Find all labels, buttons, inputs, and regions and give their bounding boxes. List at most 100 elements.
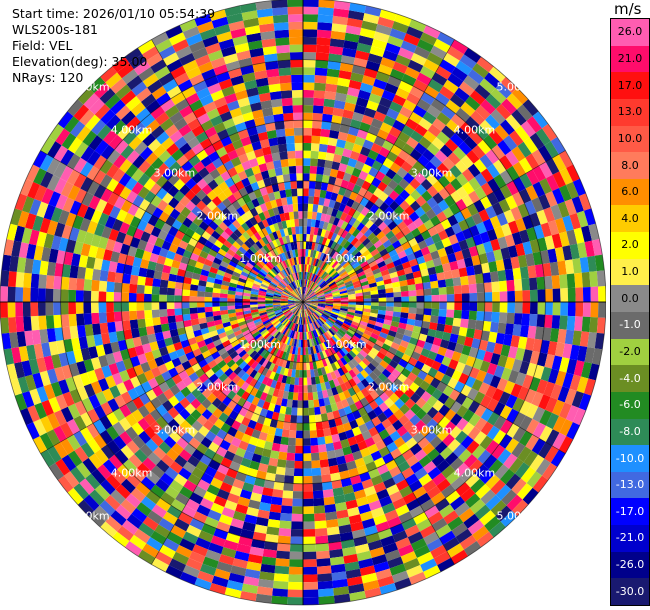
velocity-cell xyxy=(196,149,209,162)
velocity-cell xyxy=(327,231,334,240)
velocity-cell xyxy=(213,283,222,289)
velocity-cell xyxy=(412,105,427,118)
velocity-cell xyxy=(164,466,179,480)
velocity-cell xyxy=(155,404,168,417)
velocity-cell xyxy=(125,338,135,350)
velocity-cell xyxy=(334,252,342,261)
velocity-cell xyxy=(334,146,345,156)
velocity-cell xyxy=(257,305,266,310)
velocity-cell xyxy=(207,509,222,522)
velocity-cell xyxy=(468,310,477,321)
velocity-cell xyxy=(340,539,355,549)
velocity-cell xyxy=(244,119,256,130)
velocity-cell xyxy=(298,324,301,333)
velocity-cell xyxy=(244,568,261,579)
velocity-cell xyxy=(173,117,188,131)
velocity-cell xyxy=(237,260,246,268)
velocity-cell xyxy=(169,384,181,396)
velocity-cell xyxy=(346,412,356,423)
velocity-cell xyxy=(155,38,173,53)
velocity-cell xyxy=(295,299,303,302)
velocity-cell xyxy=(305,271,308,280)
velocity-cell xyxy=(310,265,315,274)
velocity-cell xyxy=(354,289,363,294)
velocity-cell xyxy=(124,47,143,63)
velocity-cell xyxy=(207,49,224,62)
velocity-cell xyxy=(399,106,413,119)
velocity-cell xyxy=(386,334,395,343)
velocity-cell xyxy=(240,381,250,391)
velocity-cell xyxy=(273,22,289,31)
velocity-cell xyxy=(242,72,256,83)
velocity-cell xyxy=(409,86,425,99)
velocity-cell xyxy=(389,430,401,442)
velocity-cell xyxy=(329,38,345,48)
velocity-cell xyxy=(250,412,260,423)
velocity-cell xyxy=(456,335,467,346)
velocity-cell xyxy=(414,467,428,480)
velocity-cell xyxy=(348,340,356,348)
velocity-cell xyxy=(287,329,293,338)
velocity-cell xyxy=(65,212,77,228)
velocity-cell xyxy=(280,505,293,514)
velocity-cell xyxy=(100,521,118,538)
velocity-cell xyxy=(257,509,270,519)
velocity-cell xyxy=(151,557,169,572)
velocity-cell xyxy=(239,339,248,347)
velocity-cell xyxy=(281,294,289,299)
colorbar-tick-label: 17.0 xyxy=(617,78,643,92)
velocity-cell xyxy=(414,276,423,285)
velocity-cell xyxy=(208,459,221,471)
velocity-cell xyxy=(290,353,295,362)
velocity-cell xyxy=(522,99,539,117)
velocity-cell xyxy=(253,148,264,158)
velocity-cell xyxy=(11,347,22,364)
ring-label: 2.00km xyxy=(368,381,410,394)
velocity-cell xyxy=(85,114,101,131)
velocity-cell xyxy=(391,570,409,583)
velocity-cell xyxy=(385,292,394,298)
velocity-cell xyxy=(207,271,217,279)
velocity-cell xyxy=(325,321,333,328)
velocity-cell xyxy=(235,308,244,313)
velocity-cell xyxy=(471,144,486,159)
velocity-cell xyxy=(257,297,266,301)
velocity-cell xyxy=(370,264,380,272)
velocity-cell xyxy=(318,143,328,153)
velocity-cell xyxy=(271,442,281,452)
velocity-cell xyxy=(250,340,258,348)
colorbar-tick-label: 4.0 xyxy=(621,211,639,225)
velocity-cell xyxy=(184,270,194,279)
velocity-cell xyxy=(300,248,303,257)
velocity-cell xyxy=(108,454,123,470)
velocity-cell xyxy=(539,425,553,443)
velocity-cell xyxy=(280,296,289,299)
velocity-cell xyxy=(247,259,256,267)
velocity-cell xyxy=(261,376,270,386)
velocity-cell xyxy=(122,459,137,474)
velocity-cell xyxy=(314,353,319,362)
velocity-cell xyxy=(465,236,476,249)
velocity-cell xyxy=(123,379,135,392)
velocity-cell xyxy=(326,526,340,536)
velocity-cell xyxy=(272,489,284,498)
velocity-cell xyxy=(257,347,265,355)
velocity-cell xyxy=(362,454,374,465)
velocity-cell xyxy=(373,272,383,279)
velocity-cell xyxy=(86,165,100,181)
velocity-cell xyxy=(527,325,537,339)
velocity-cell xyxy=(321,237,328,246)
velocity-cell xyxy=(291,407,298,416)
velocity-cell xyxy=(15,302,24,318)
velocity-cell xyxy=(344,280,353,286)
velocity-cell xyxy=(441,356,452,367)
velocity-cell xyxy=(352,482,364,493)
velocity-cell xyxy=(100,444,115,460)
velocity-cell xyxy=(196,113,211,125)
velocity-cell xyxy=(485,149,500,164)
velocity-cell xyxy=(117,339,128,352)
velocity-cell xyxy=(413,79,428,93)
velocity-cell xyxy=(267,325,275,333)
velocity-cell xyxy=(485,205,497,219)
velocity-cell xyxy=(558,436,573,454)
